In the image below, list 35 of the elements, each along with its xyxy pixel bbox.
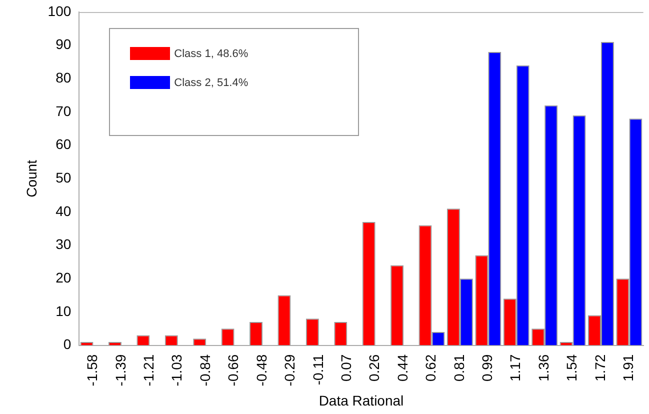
x-axis-title: Data Rational (318, 392, 404, 408)
y-tick-label: 80 (56, 70, 72, 86)
y-axis-title: Count (23, 160, 40, 198)
legend-label: Class 2, 51.4% (174, 76, 248, 88)
x-tick-label: 1.91 (620, 354, 636, 382)
x-tick-label: 1.36 (535, 354, 552, 382)
x-tick-label: 1.17 (507, 354, 524, 382)
x-tick-label: -0.29 (282, 354, 298, 386)
x-tick-label: 1.72 (592, 354, 608, 382)
x-tick-label: 0.07 (338, 354, 354, 382)
y-tick-label: 70 (56, 102, 72, 119)
x-tick-label: 0.26 (366, 354, 382, 382)
x-tick-label: 0.62 (422, 354, 439, 382)
y-tick-label: 20 (56, 269, 72, 286)
y-tick-label: 30 (56, 236, 72, 252)
x-tick-label: 0.99 (479, 354, 496, 382)
x-tick-label: -1.39 (112, 354, 128, 386)
x-tick-label: -0.66 (225, 354, 242, 386)
x-tick-label: -1.58 (84, 354, 100, 386)
y-tick-label: 0 (63, 336, 72, 352)
y-tick-label: 40 (56, 202, 72, 219)
x-tick-label: -0.11 (310, 354, 326, 386)
x-tick-label: -1.03 (168, 354, 185, 386)
y-tick-label: 10 (56, 302, 72, 319)
x-tick-label: -0.84 (196, 354, 213, 386)
y-tick-label: 50 (56, 170, 72, 186)
y-tick-label: 90 (56, 36, 72, 52)
y-tick-label: 60 (56, 136, 72, 152)
x-tick-label: 1.54 (564, 354, 580, 382)
x-tick-label: -1.21 (140, 354, 157, 386)
x-tick-label: 0.81 (450, 354, 467, 382)
x-tick-label: 0.44 (394, 354, 410, 382)
x-tick-label: -0.48 (253, 354, 270, 386)
y-tick-label: 100 (48, 2, 72, 19)
legend-label: Class 1, 48.6% (174, 48, 248, 60)
